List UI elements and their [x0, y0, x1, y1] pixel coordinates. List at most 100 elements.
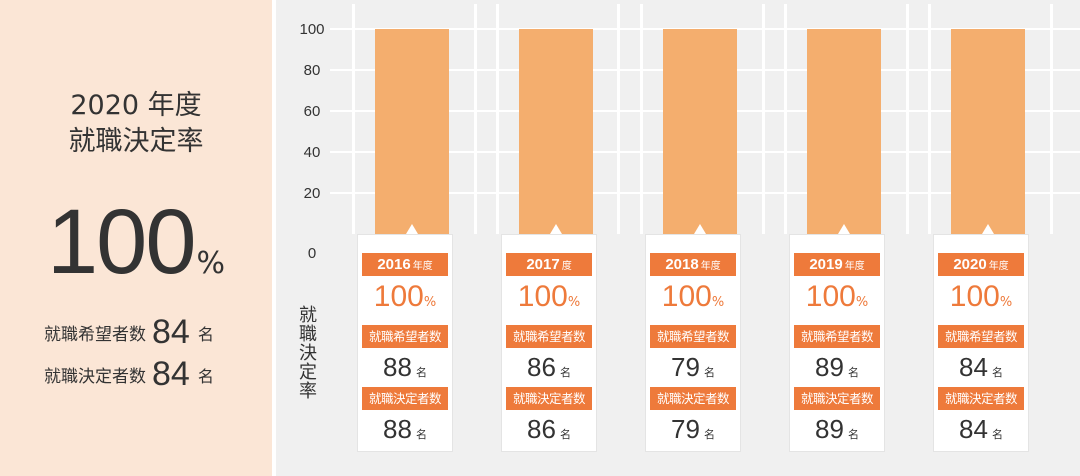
decided-value: 84	[959, 414, 988, 444]
year-label: 2018	[665, 256, 699, 273]
decided-unit: 名	[415, 428, 427, 441]
bar	[375, 29, 449, 234]
summary-decided-label: 就職決定者数	[44, 367, 146, 387]
applicants-value: 89	[815, 352, 844, 382]
applicants-unit: 名	[847, 366, 859, 379]
decided-tag: 就職決定者数	[938, 387, 1024, 410]
grid-line-vertical	[906, 4, 909, 234]
year-suffix: 年度	[844, 261, 865, 272]
applicants-value: 88	[383, 352, 412, 382]
summary-title-label: 就職決定率	[68, 126, 204, 157]
year-rate-value: 100	[373, 280, 424, 313]
y-tick-label: 80	[304, 62, 321, 79]
decided-tag: 就職決定者数	[650, 387, 736, 410]
year-rate: 100%	[646, 279, 740, 315]
applicants-tag: 就職希望者数	[506, 325, 592, 348]
applicants-unit: 名	[703, 366, 715, 379]
applicants-value: 86	[527, 352, 556, 382]
applicants-tag: 就職希望者数	[650, 325, 736, 348]
decided-count: 86 名	[502, 413, 596, 445]
summary-title: 2020 年度 就職決定率	[0, 88, 272, 160]
y-axis-label: 就職決定率	[299, 305, 317, 402]
year-rate-unit: %	[567, 295, 581, 310]
applicants-count: 84 名	[934, 351, 1028, 383]
decided-unit: 名	[991, 428, 1003, 441]
bar-pointer	[694, 224, 706, 234]
summary-panel: 2020 年度 就職決定率 100% 就職希望者数 84 名 就職決定者数 84 名	[0, 0, 272, 476]
year-rate: 100%	[358, 279, 452, 315]
summary-title-year: 2020 年度	[70, 90, 202, 121]
bar-pointer	[406, 224, 418, 234]
year-rate-unit: %	[711, 295, 725, 310]
decided-tag: 就職決定者数	[794, 387, 880, 410]
year-badge: 2016 年度	[362, 253, 448, 276]
summary-decided-unit: 名	[197, 366, 214, 386]
year-badge: 2019 年度	[794, 253, 880, 276]
year-label: 2017	[526, 256, 560, 273]
decided-value: 89	[815, 414, 844, 444]
year-rate-value: 100	[949, 280, 1000, 313]
decided-unit: 名	[703, 428, 715, 441]
applicants-tag: 就職希望者数	[794, 325, 880, 348]
year-card-2020: 2020 年度 100% 就職希望者数 84 名就職決定者数 84 名	[933, 234, 1029, 452]
year-rate: 100%	[790, 279, 884, 315]
bar	[951, 29, 1025, 234]
summary-applicants-unit: 名	[197, 324, 214, 344]
year-badge: 2020 年度	[938, 253, 1024, 276]
y-tick-label: 60	[304, 103, 321, 120]
year-rate-unit: %	[423, 295, 437, 310]
applicants-count: 89 名	[790, 351, 884, 383]
year-card-2016: 2016 年度 100% 就職希望者数 88 名就職決定者数 88 名	[357, 234, 453, 452]
y-tick-label: 0	[308, 245, 316, 262]
year-rate-value: 100	[661, 280, 712, 313]
bar-pointer	[550, 224, 562, 234]
decided-tag: 就職決定者数	[506, 387, 592, 410]
summary-rate-unit: %	[196, 246, 225, 281]
bar	[807, 29, 881, 234]
grid-line-vertical	[1050, 4, 1053, 234]
bar	[663, 29, 737, 234]
summary-rate: 100%	[0, 192, 272, 292]
summary-applicants-label: 就職希望者数	[44, 325, 146, 345]
decided-count: 79 名	[646, 413, 740, 445]
summary-rate-value: 100	[46, 191, 196, 293]
year-card-2018: 2018 年度 100% 就職希望者数 79 名就職決定者数 79 名	[645, 234, 741, 452]
grid-line-vertical	[640, 4, 643, 234]
summary-applicants-count: 84	[152, 313, 190, 351]
year-suffix: 年度	[700, 261, 721, 272]
bar-pointer	[982, 224, 994, 234]
applicants-count: 86 名	[502, 351, 596, 383]
applicants-tag: 就職希望者数	[362, 325, 448, 348]
grid-line-vertical	[928, 4, 931, 234]
grid-line-vertical	[496, 4, 499, 234]
decided-value: 88	[383, 414, 412, 444]
year-rate: 100%	[934, 279, 1028, 315]
applicants-value: 84	[959, 352, 988, 382]
year-suffix: 年度	[988, 261, 1009, 272]
grid-line-vertical	[617, 4, 620, 234]
year-rate-unit: %	[855, 295, 869, 310]
year-suffix: 度	[561, 261, 572, 272]
year-label: 2020	[953, 256, 987, 273]
year-rate-value: 100	[805, 280, 856, 313]
summary-applicants-row: 就職希望者数 84 名	[44, 313, 214, 351]
decided-tag: 就職決定者数	[362, 387, 448, 410]
decided-value: 86	[527, 414, 556, 444]
applicants-unit: 名	[559, 366, 571, 379]
applicants-unit: 名	[991, 366, 1003, 379]
year-card-2019: 2019 年度 100% 就職希望者数 89 名就職決定者数 89 名	[789, 234, 885, 452]
year-card-2017: 2017 度 100% 就職希望者数 86 名就職決定者数 86 名	[501, 234, 597, 452]
decided-count: 84 名	[934, 413, 1028, 445]
decided-count: 88 名	[358, 413, 452, 445]
bar-pointer	[838, 224, 850, 234]
applicants-count: 79 名	[646, 351, 740, 383]
y-tick-label: 100	[299, 21, 324, 38]
applicants-count: 88 名	[358, 351, 452, 383]
year-badge: 2018 年度	[650, 253, 736, 276]
year-label: 2016	[377, 256, 411, 273]
grid-line-vertical	[784, 4, 787, 234]
decided-value: 79	[671, 414, 700, 444]
summary-decided-row: 就職決定者数 84 名	[44, 355, 214, 393]
year-label: 2019	[809, 256, 843, 273]
year-badge: 2017 度	[506, 253, 592, 276]
